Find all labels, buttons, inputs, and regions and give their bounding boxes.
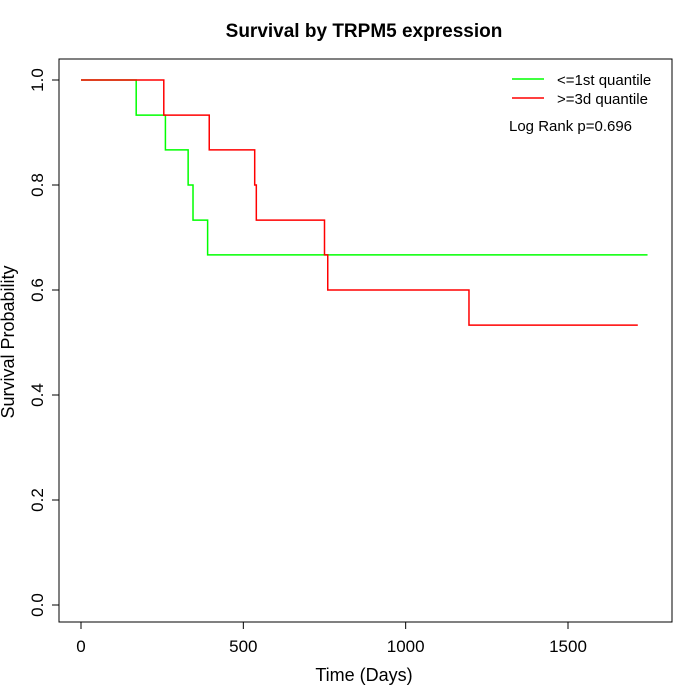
y-tick-label: 1.0 xyxy=(28,68,47,92)
x-axis-label: Time (Days) xyxy=(315,665,412,685)
y-tick-label: 0.0 xyxy=(28,593,47,617)
x-tick-label: 0 xyxy=(76,637,85,656)
x-tick-label: 1000 xyxy=(387,637,425,656)
series-layer xyxy=(81,79,648,326)
y-axis-label: Survival Probability xyxy=(0,265,18,418)
logrank-annotation: Log Rank p=0.696 xyxy=(509,118,632,135)
y-axis: 0.0 0.2 0.4 0.6 0.8 1.0 xyxy=(28,68,60,617)
chart-title: Survival by TRPM5 expression xyxy=(226,21,503,42)
y-tick-label: 0.4 xyxy=(28,383,47,407)
y-tick-label: 0.8 xyxy=(28,173,47,197)
series-line-1 xyxy=(81,79,648,256)
x-tick-label: 1500 xyxy=(549,637,587,656)
legend: <=1st quantile >=3d quantile xyxy=(512,72,651,108)
legend-label-2: >=3d quantile xyxy=(557,91,648,108)
series-line-2 xyxy=(81,79,638,326)
legend-label-1: <=1st quantile xyxy=(557,72,651,89)
plot-frame xyxy=(58,58,673,623)
y-tick-label: 0.2 xyxy=(28,488,47,512)
y-tick-label: 0.6 xyxy=(28,278,47,302)
x-tick-label: 500 xyxy=(229,637,257,656)
x-axis: 0 500 1000 1500 xyxy=(76,621,587,656)
